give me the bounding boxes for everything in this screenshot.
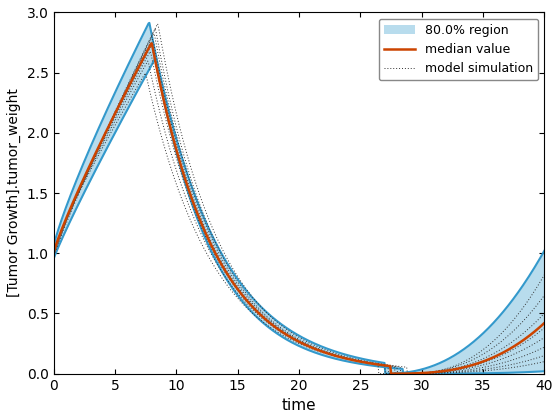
model simulation [142,71,148,76]
model simulation [340,356,347,361]
model simulation [137,79,144,84]
model simulation [380,371,386,376]
Y-axis label: [Tumor Growth].tumor_weight: [Tumor Growth].tumor_weight [7,89,21,297]
median value [137,62,144,67]
model simulation [421,371,428,376]
Line: model simulation: model simulation [54,73,544,374]
median value [340,355,347,360]
X-axis label: time: time [282,398,316,413]
model simulation [50,248,57,253]
median value [421,370,428,375]
median value [541,320,548,326]
median value [50,251,57,256]
model simulation [273,329,280,334]
Line: median value: median value [54,43,544,374]
median value [148,41,155,46]
median value [388,371,394,376]
model simulation [541,359,548,364]
Legend: 80.0% region, median value, model simulation: 80.0% region, median value, model simula… [379,19,538,80]
model simulation [375,371,382,376]
model simulation [177,193,184,198]
median value [273,326,280,331]
median value [379,362,385,368]
median value [177,162,184,167]
